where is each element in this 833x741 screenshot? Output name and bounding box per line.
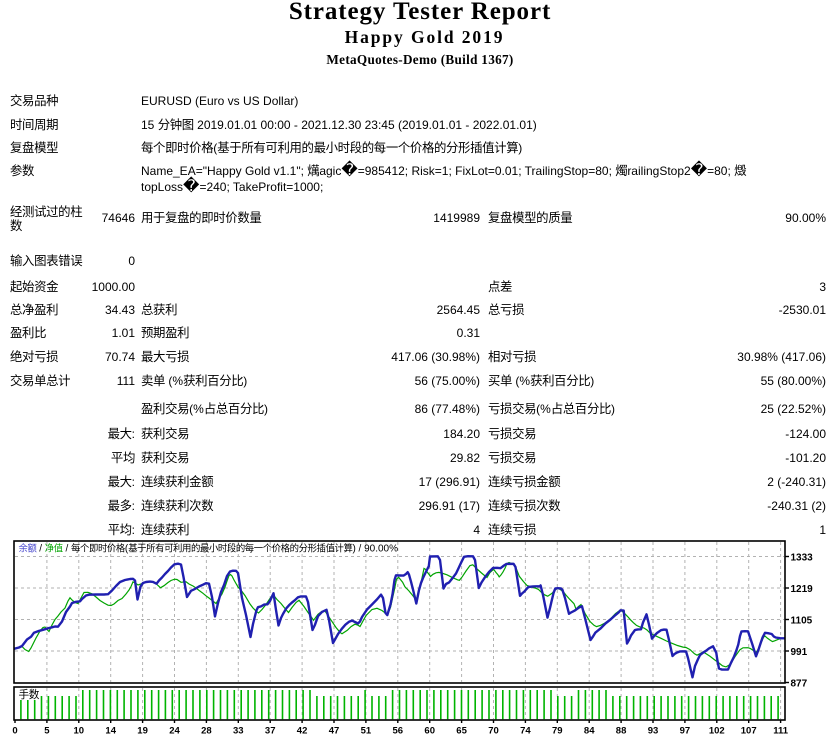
svg-text:88: 88: [616, 726, 627, 737]
svg-text:47: 47: [329, 726, 340, 737]
svg-text:70: 70: [488, 726, 499, 737]
svg-text:10: 10: [74, 726, 85, 737]
svg-text:877: 877: [791, 679, 808, 690]
svg-text:1219: 1219: [791, 584, 814, 595]
svg-text:111: 111: [773, 726, 789, 737]
svg-text:14: 14: [105, 726, 116, 737]
svg-text:74: 74: [520, 726, 531, 737]
svg-text:手数: 手数: [19, 688, 40, 701]
svg-text:19: 19: [137, 726, 148, 737]
svg-text:102: 102: [709, 726, 725, 737]
svg-text:1333: 1333: [791, 553, 814, 564]
svg-text:余额 / 净值 / 每个即时价格(基于所有可利用的最小时段的: 余额 / 净值 / 每个即时价格(基于所有可利用的最小时段的每一个价格的分形插值…: [19, 543, 399, 555]
svg-text:97: 97: [680, 726, 691, 737]
svg-text:56: 56: [393, 726, 404, 737]
svg-text:84: 84: [584, 726, 595, 737]
svg-text:24: 24: [169, 726, 180, 737]
svg-text:60: 60: [424, 726, 435, 737]
svg-text:107: 107: [741, 726, 757, 737]
svg-text:33: 33: [233, 726, 244, 737]
svg-text:0: 0: [12, 726, 17, 737]
svg-text:42: 42: [297, 726, 308, 737]
svg-text:65: 65: [456, 726, 467, 737]
svg-text:93: 93: [648, 726, 659, 737]
svg-text:79: 79: [552, 726, 563, 737]
svg-text:991: 991: [791, 647, 808, 658]
svg-text:51: 51: [361, 726, 372, 737]
svg-text:37: 37: [265, 726, 276, 737]
svg-text:5: 5: [44, 726, 50, 737]
svg-text:28: 28: [201, 726, 212, 737]
svg-text:1105: 1105: [791, 616, 813, 627]
